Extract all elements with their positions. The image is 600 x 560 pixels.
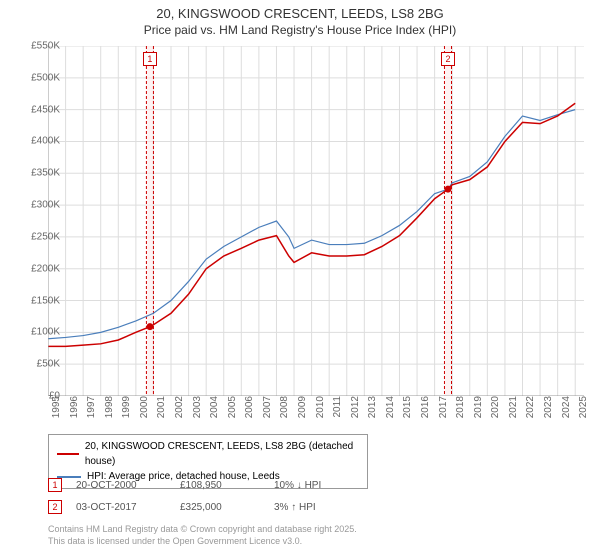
sale-delta: 3% ↑ HPI: [274, 502, 316, 513]
x-tick-label: 2005: [227, 396, 238, 426]
x-tick-label: 1996: [69, 396, 80, 426]
x-tick-label: 2016: [420, 396, 431, 426]
x-tick-label: 2020: [490, 396, 501, 426]
sale-row-2: 2 03-OCT-2017 £325,000 3% ↑ HPI: [48, 500, 316, 514]
sale-date: 20-OCT-2000: [76, 480, 166, 491]
y-tick-label: £250K: [20, 231, 60, 242]
x-tick-label: 2010: [315, 396, 326, 426]
y-tick-label: £400K: [20, 136, 60, 147]
footer-text: Contains HM Land Registry data © Crown c…: [48, 524, 357, 547]
x-tick-label: 2014: [385, 396, 396, 426]
x-tick-label: 2003: [192, 396, 203, 426]
x-tick-label: 1999: [121, 396, 132, 426]
y-tick-label: £100K: [20, 327, 60, 338]
sale-marker-icon: 1: [48, 478, 62, 492]
chart-container: 20, KINGSWOOD CRESCENT, LEEDS, LS8 2BG P…: [0, 0, 600, 560]
y-tick-label: £50K: [20, 359, 60, 370]
y-tick-label: £150K: [20, 295, 60, 306]
x-tick-label: 2006: [244, 396, 255, 426]
x-tick-label: 2015: [402, 396, 413, 426]
sale-price: £325,000: [180, 502, 260, 513]
x-tick-label: 1995: [51, 396, 62, 426]
x-tick-label: 1998: [104, 396, 115, 426]
legend-item-property: 20, KINGSWOOD CRESCENT, LEEDS, LS8 2BG (…: [57, 439, 359, 469]
x-tick-label: 2017: [438, 396, 449, 426]
x-tick-label: 2018: [455, 396, 466, 426]
x-tick-label: 1997: [86, 396, 97, 426]
x-tick-label: 2009: [297, 396, 308, 426]
x-tick-label: 2019: [473, 396, 484, 426]
x-tick-label: 2007: [262, 396, 273, 426]
y-tick-label: £300K: [20, 200, 60, 211]
y-tick-label: £350K: [20, 168, 60, 179]
x-tick-label: 2025: [578, 396, 589, 426]
footer-line-2: This data is licensed under the Open Gov…: [48, 536, 357, 548]
legend-label: 20, KINGSWOOD CRESCENT, LEEDS, LS8 2BG (…: [85, 439, 359, 469]
x-tick-label: 2004: [209, 396, 220, 426]
sale-price: £108,950: [180, 480, 260, 491]
x-tick-label: 2012: [350, 396, 361, 426]
x-tick-label: 2008: [279, 396, 290, 426]
x-tick-label: 2002: [174, 396, 185, 426]
chart-svg: [48, 46, 584, 396]
chart-sale-marker: 1: [143, 52, 157, 66]
x-tick-label: 2013: [367, 396, 378, 426]
y-tick-label: £500K: [20, 72, 60, 83]
sale-row-1: 1 20-OCT-2000 £108,950 10% ↓ HPI: [48, 478, 321, 492]
y-tick-label: £550K: [20, 41, 60, 52]
legend-swatch: [57, 453, 79, 455]
chart-plot-area: [48, 46, 584, 396]
chart-title: 20, KINGSWOOD CRESCENT, LEEDS, LS8 2BG: [0, 0, 600, 23]
x-tick-label: 2000: [139, 396, 150, 426]
x-tick-label: 2001: [156, 396, 167, 426]
x-tick-label: 2024: [561, 396, 572, 426]
chart-sale-marker: 2: [441, 52, 455, 66]
y-tick-label: £200K: [20, 263, 60, 274]
x-tick-label: 2023: [543, 396, 554, 426]
sale-marker-icon: 2: [48, 500, 62, 514]
sale-date: 03-OCT-2017: [76, 502, 166, 513]
x-tick-label: 2011: [332, 396, 343, 426]
chart-subtitle: Price paid vs. HM Land Registry's House …: [0, 23, 600, 41]
sale-delta: 10% ↓ HPI: [274, 480, 321, 491]
x-tick-label: 2021: [508, 396, 519, 426]
y-tick-label: £450K: [20, 104, 60, 115]
x-tick-label: 2022: [525, 396, 536, 426]
footer-line-1: Contains HM Land Registry data © Crown c…: [48, 524, 357, 536]
